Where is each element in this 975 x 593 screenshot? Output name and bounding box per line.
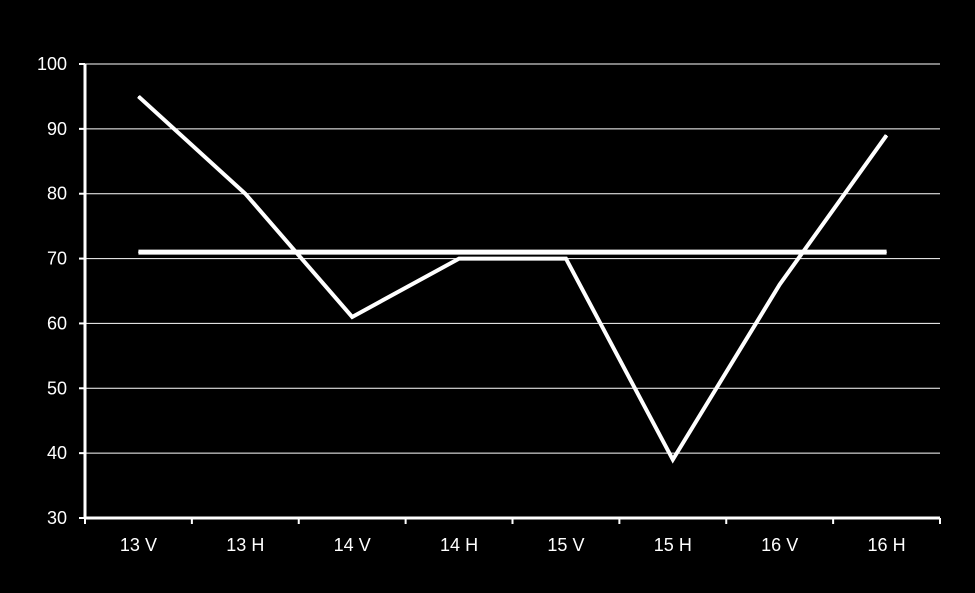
x-tick-label: 13 V [120, 535, 157, 555]
data-point [244, 193, 246, 195]
y-tick-label: 30 [47, 508, 67, 528]
y-tick-label: 90 [47, 119, 67, 139]
y-tick-label: 60 [47, 313, 67, 333]
y-tick-label: 40 [47, 443, 67, 463]
data-point [244, 251, 246, 253]
data-point [565, 258, 567, 260]
x-tick-label: 13 H [226, 535, 264, 555]
data-point [779, 251, 781, 253]
x-tick-label: 16 V [761, 535, 798, 555]
data-point [886, 134, 888, 136]
x-tick-label: 15 V [547, 535, 584, 555]
gridlines [85, 63, 940, 454]
x-tick-labels: 13 V 13 H 14 V 14 H 15 V 15 H 16 V 16 H [120, 535, 906, 555]
y-tick-label: 80 [47, 184, 67, 204]
data-point [779, 284, 781, 286]
series-line-1 [137, 94, 889, 464]
x-tick-label: 16 H [868, 535, 906, 555]
data-point [458, 258, 460, 260]
data-point [137, 251, 139, 253]
y-tick-label: 70 [47, 249, 67, 269]
x-tick-label: 14 V [334, 535, 371, 555]
data-point [351, 251, 353, 253]
data-point [672, 459, 674, 461]
y-tick-labels: 30 40 50 60 70 80 90 100 [37, 54, 67, 528]
x-tick-label: 15 H [654, 535, 692, 555]
data-point [137, 95, 139, 97]
data-point [565, 251, 567, 253]
data-point [458, 251, 460, 253]
data-point [351, 316, 353, 318]
y-tick-label: 50 [47, 378, 67, 398]
x-tick-label: 14 H [440, 535, 478, 555]
y-tick-label: 100 [37, 54, 67, 74]
series-lines [137, 94, 889, 464]
data-point [886, 251, 888, 253]
data-point [672, 251, 674, 253]
axes [79, 63, 941, 524]
